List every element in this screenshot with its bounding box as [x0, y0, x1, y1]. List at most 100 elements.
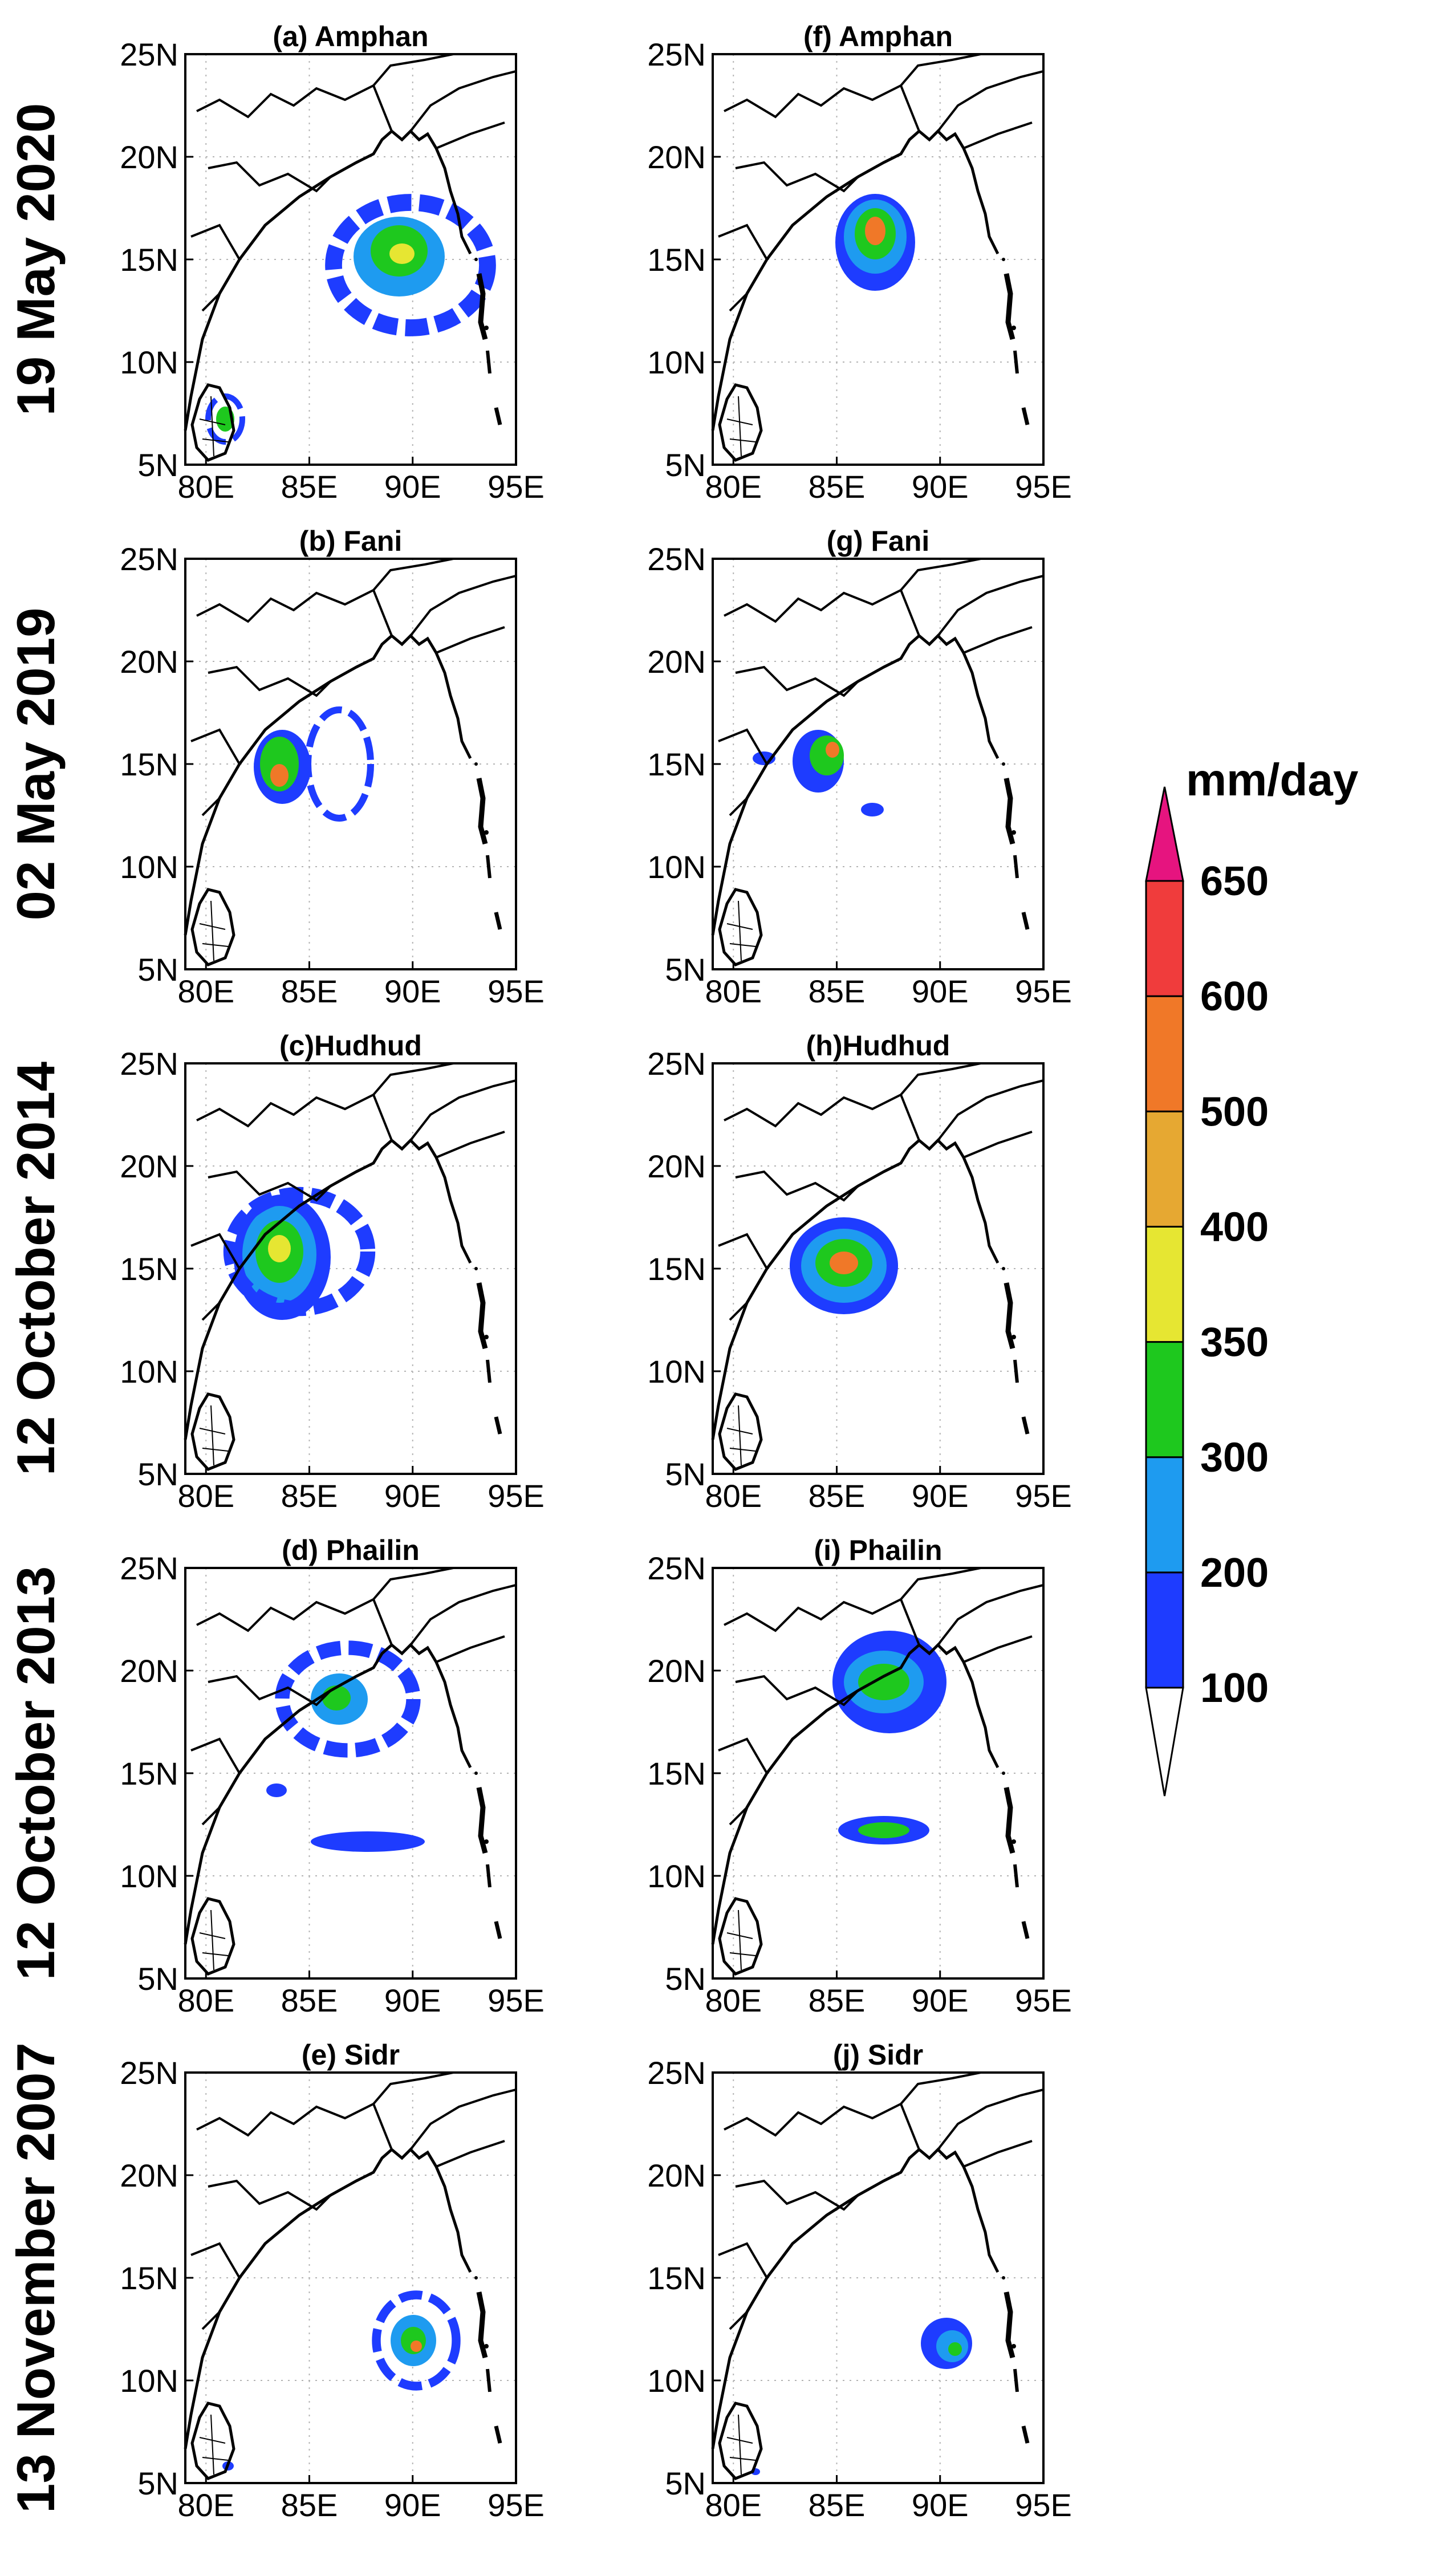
colorbar-segment — [1145, 1110, 1184, 1228]
lat-tick-label: 25N — [120, 1550, 178, 1586]
lat-tick-label: 15N — [647, 2260, 706, 2296]
rain-cell — [389, 243, 415, 264]
rain-cell — [858, 1822, 909, 1838]
lat-tick-label: 5N — [665, 1961, 706, 1997]
colorbar-label: 300 — [1200, 1435, 1269, 1481]
rain-band — [223, 1187, 376, 1317]
rainfall-field — [790, 1217, 898, 1314]
lon-tick-label: 95E — [1015, 1478, 1072, 1514]
lat-tick-label: 15N — [120, 2260, 178, 2296]
rain-cell — [858, 1664, 909, 1700]
rainfall-field — [223, 1187, 376, 1320]
lon-tick-label: 80E — [177, 2487, 234, 2523]
rain-cell — [948, 2342, 962, 2356]
map-panel-c: 80E 85E 90E 95E 25N 20N 15N 10N 5N (c)Hudhud — [120, 1030, 545, 1514]
rainfall-field — [266, 1640, 425, 1852]
lon-tick-label: 80E — [705, 2487, 762, 2523]
colorbar-label: 650 — [1200, 859, 1269, 904]
panel-title: (g) Fani — [827, 525, 930, 557]
lon-tick-label: 80E — [177, 469, 234, 505]
lon-tick-label: 90E — [912, 1478, 969, 1514]
map-panel-a: 80E 85E 90E 95E 25N 20N 15N 10N 5N (a) Amphan — [120, 21, 545, 505]
lat-tick-label: 25N — [647, 1550, 706, 1586]
rainfall-field — [254, 706, 375, 822]
lon-tick-label: 85E — [281, 1478, 338, 1514]
lon-tick-label: 90E — [384, 469, 441, 505]
lat-tick-label: 20N — [120, 644, 178, 680]
lat-tick-label: 20N — [647, 1148, 706, 1184]
lat-tick-label: 5N — [137, 1961, 178, 1997]
lat-tick-label: 10N — [647, 1354, 706, 1389]
lon-tick-label: 90E — [912, 1982, 969, 2018]
panel-title: (c)Hudhud — [279, 1030, 422, 1062]
lat-tick-label: 5N — [137, 1456, 178, 1492]
row-date-label: 12 October 2014 — [6, 1062, 66, 1476]
rain-cell — [266, 1783, 287, 1797]
rain-cell — [270, 764, 289, 787]
lat-tick-label: 25N — [647, 2055, 706, 2091]
lon-tick-label: 85E — [281, 1982, 338, 2018]
colorbar-segment — [1145, 1456, 1184, 1574]
colorbar-label: 350 — [1200, 1320, 1269, 1366]
lat-tick-label: 10N — [120, 1354, 178, 1389]
lon-tick-label: 80E — [705, 973, 762, 1009]
lat-tick-label: 5N — [137, 2465, 178, 2501]
rain-cell — [826, 742, 839, 758]
lat-tick-label: 25N — [647, 541, 706, 577]
lat-tick-label: 5N — [665, 447, 706, 483]
lon-tick-label: 95E — [488, 1478, 545, 1514]
lon-tick-label: 95E — [488, 2487, 545, 2523]
lat-tick-label: 20N — [647, 2157, 706, 2193]
lat-tick-label: 20N — [120, 139, 178, 175]
panel-title: (d) Phailin — [282, 1534, 420, 1566]
lon-tick-label: 90E — [912, 973, 969, 1009]
lat-tick-label: 20N — [120, 1148, 178, 1184]
lat-tick-label: 10N — [647, 849, 706, 885]
panel-title: (f) Amphan — [803, 21, 953, 52]
rain-cell — [830, 1252, 858, 1274]
colorbar-segment — [1145, 995, 1184, 1112]
lat-tick-label: 25N — [120, 541, 178, 577]
lat-tick-label: 10N — [647, 1858, 706, 1894]
colorbar-lower-arrow — [1145, 1687, 1184, 1797]
lon-tick-label: 85E — [281, 973, 338, 1009]
lon-tick-label: 95E — [488, 973, 545, 1009]
map-panel-h: 80E 85E 90E 95E 25N 20N 15N 10N 5N (h)Hudhud — [647, 1030, 1072, 1514]
lat-tick-label: 25N — [120, 2055, 178, 2091]
lat-tick-label: 15N — [647, 746, 706, 782]
lat-tick-label: 5N — [665, 952, 706, 988]
lon-tick-label: 90E — [912, 469, 969, 505]
lon-tick-label: 90E — [912, 2487, 969, 2523]
map-panel-j: 80E 85E 90E 95E 25N 20N 15N 10N 5N (j) Sidr — [647, 2039, 1072, 2523]
lat-tick-label: 5N — [665, 1456, 706, 1492]
colorbar-segment — [1145, 1225, 1184, 1343]
map-panel-b: 80E 85E 90E 95E 25N 20N 15N 10N 5N (b) Fani — [120, 525, 545, 1009]
row-date-label: 13 November 2007 — [6, 2042, 66, 2513]
lat-tick-label: 20N — [647, 139, 706, 175]
rain-cell — [865, 217, 885, 245]
lon-tick-label: 85E — [281, 2487, 338, 2523]
lat-tick-label: 10N — [120, 1858, 178, 1894]
lat-tick-label: 15N — [647, 1251, 706, 1287]
lon-tick-label: 85E — [809, 2487, 866, 2523]
lon-tick-label: 80E — [705, 1982, 762, 2018]
lat-tick-label: 15N — [120, 746, 178, 782]
lat-tick-label: 20N — [647, 644, 706, 680]
rain-cell — [861, 803, 884, 816]
panel-title: (h)Hudhud — [806, 1030, 950, 1062]
lon-tick-label: 80E — [177, 1478, 234, 1514]
lat-tick-label: 5N — [137, 952, 178, 988]
colorbar-label: 500 — [1200, 1089, 1269, 1135]
lat-tick-label: 5N — [665, 2465, 706, 2501]
rainfall-field — [753, 730, 884, 816]
panel-title: (j) Sidr — [833, 2039, 923, 2071]
lon-tick-label: 95E — [488, 469, 545, 505]
lon-tick-label: 80E — [177, 1982, 234, 2018]
lat-tick-label: 25N — [647, 1046, 706, 1082]
row-date-label: 19 May 2020 — [6, 103, 66, 416]
colorbar-upper-arrow — [1145, 786, 1184, 882]
rainfall-field — [835, 194, 915, 291]
lon-tick-label: 90E — [384, 1982, 441, 2018]
rain-cell — [810, 736, 844, 775]
